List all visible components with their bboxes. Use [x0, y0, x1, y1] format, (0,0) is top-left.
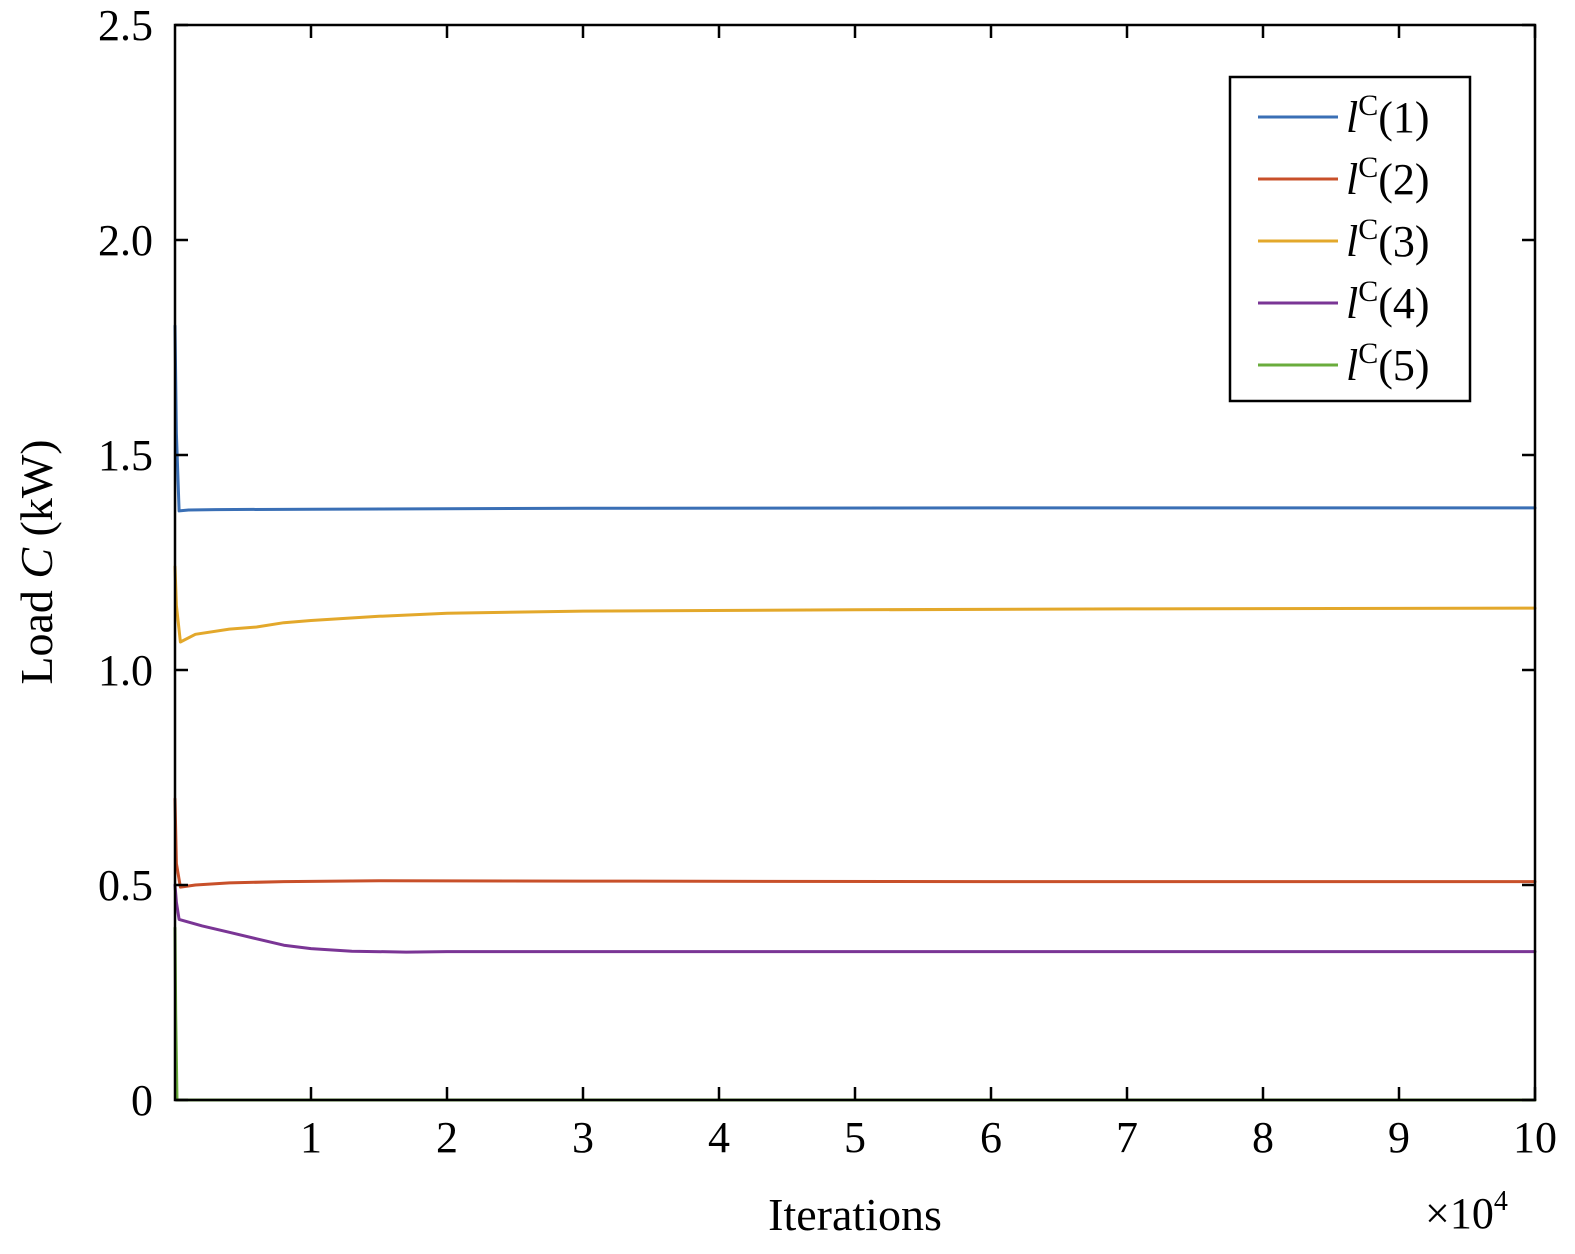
series-line-2	[173, 797, 1537, 889]
y-axis-label-prefix: Load	[11, 579, 62, 685]
y-axis-label-variable: C	[11, 547, 62, 579]
y-tick-label-5: 2.0	[98, 216, 153, 265]
legend-label-2: lC(2)	[1346, 151, 1430, 204]
x-tick-label-4: 4	[708, 1113, 730, 1162]
series-line-5	[173, 926, 1537, 1102]
y-tick-label-2: 0.5	[98, 861, 153, 910]
y-axis-label-suffix: (kW)	[11, 439, 62, 548]
legend-box	[1228, 75, 1472, 403]
x-tick-label-10: 10	[1513, 1113, 1557, 1162]
x-tick-label-8: 8	[1252, 1113, 1274, 1162]
series-line-4	[173, 883, 1537, 954]
y-tick-label-1: 0	[131, 1076, 153, 1125]
series-line-3	[173, 565, 1537, 644]
series-line-1	[173, 324, 1537, 513]
legend-label-1: lC(1)	[1346, 89, 1430, 142]
ticks-group: 1 2 3 4 5 6 7 8 9 10 0 0.5 1.0 1.5 2.0 2.5	[98, 1, 1557, 1162]
plot-frame	[173, 23, 1537, 1102]
legend: lC(1) lC(2) lC(3) lC(4) lC(5)	[1228, 75, 1472, 403]
x-axis-multiplier-base: ×10	[1425, 1189, 1494, 1238]
x-axis-multiplier: ×104	[1425, 1186, 1508, 1238]
x-axis-multiplier-exponent: 4	[1494, 1186, 1508, 1217]
x-tick-label-6: 6	[980, 1113, 1002, 1162]
legend-label-4: lC(4)	[1346, 275, 1430, 328]
legend-label-3: lC(3)	[1346, 213, 1430, 266]
series-group	[173, 324, 1537, 1102]
x-tick-label-5: 5	[844, 1113, 866, 1162]
legend-label-5: lC(5)	[1346, 337, 1430, 390]
y-tick-label-4: 1.5	[98, 431, 153, 480]
x-tick-label-7: 7	[1116, 1113, 1138, 1162]
x-tick-label-1: 1	[300, 1113, 322, 1162]
y-tick-label-3: 1.0	[98, 646, 153, 695]
x-tick-label-2: 2	[436, 1113, 458, 1162]
x-tick-label-9: 9	[1388, 1113, 1410, 1162]
y-axis-label: Load C (kW)	[11, 439, 62, 684]
y-tick-label-6: 2.5	[98, 1, 153, 50]
x-tick-label-3: 3	[572, 1113, 594, 1162]
x-axis-label: Iterations	[768, 1189, 942, 1240]
